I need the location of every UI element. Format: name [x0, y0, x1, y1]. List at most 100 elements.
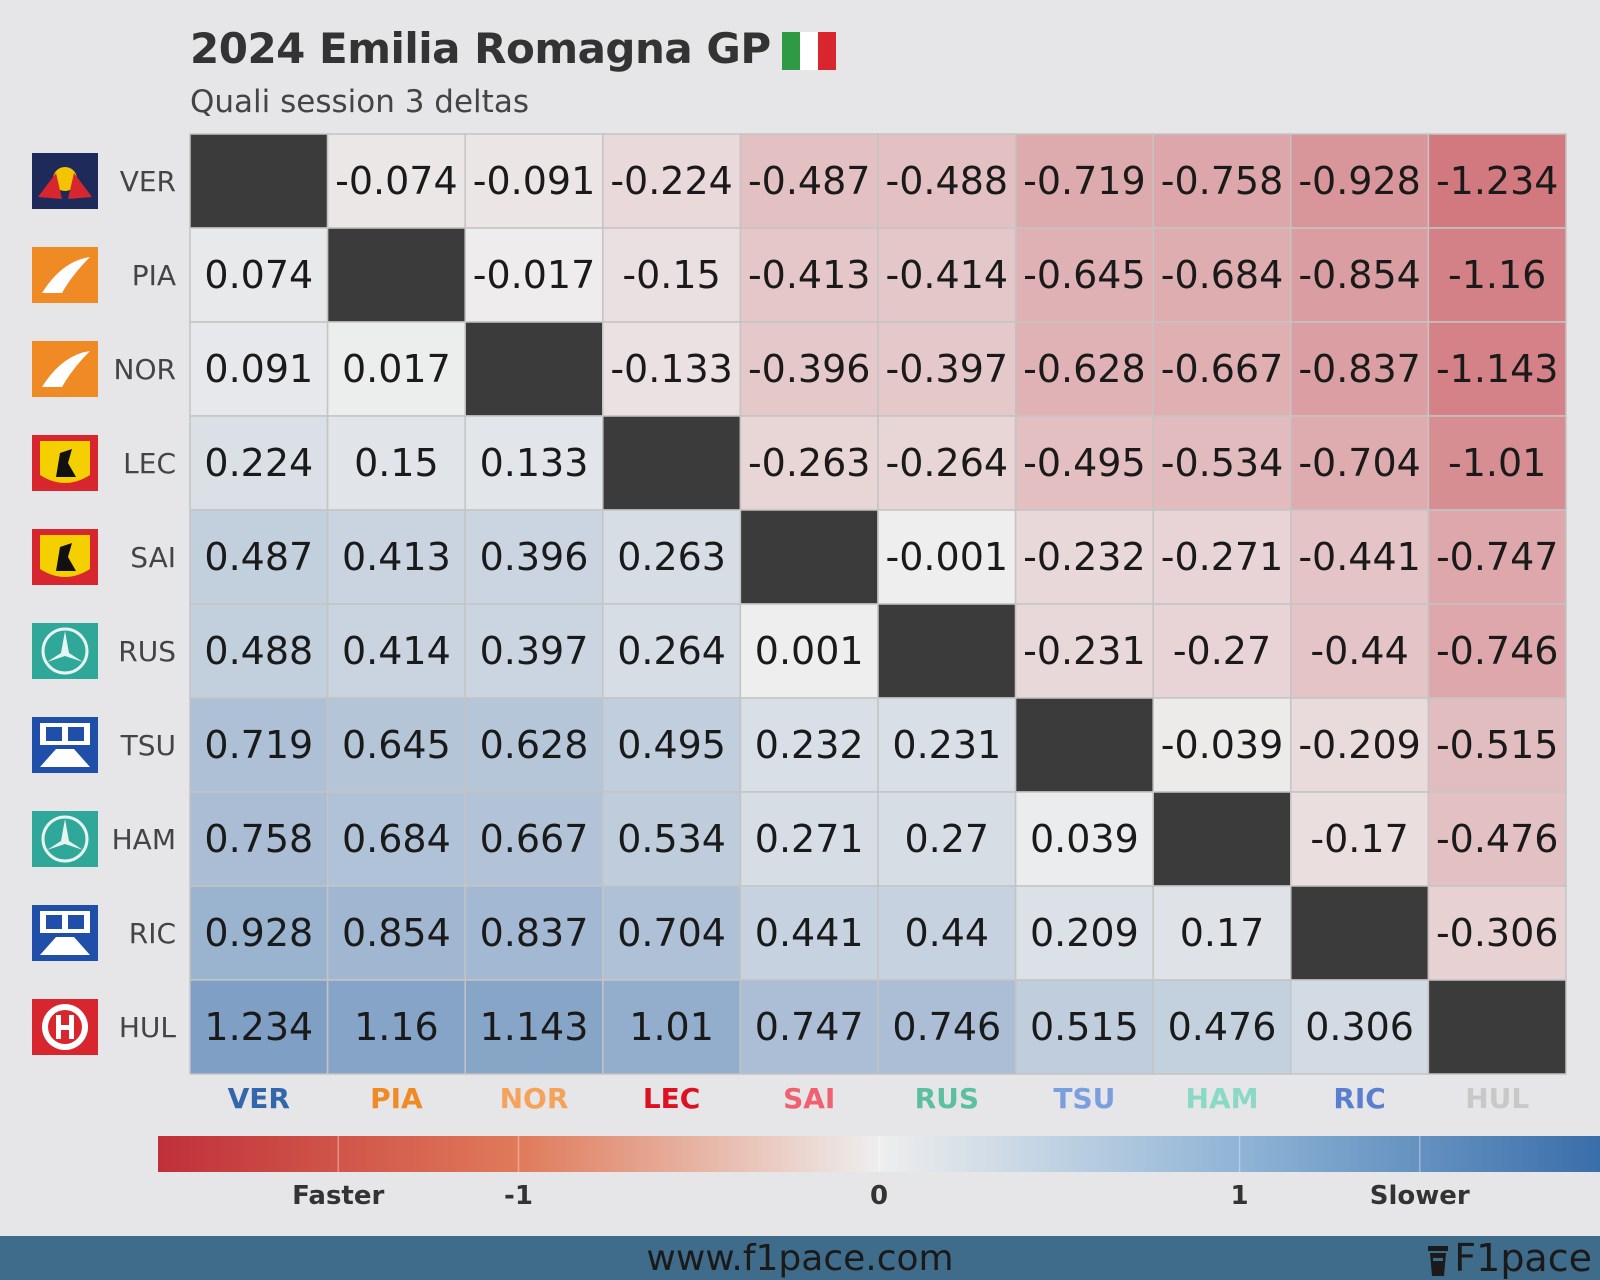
heatmap-cell-ric-rus	[877, 885, 1017, 981]
heatmap-cell-ric-lec	[602, 885, 742, 981]
heatmap-cell-hul-nor	[464, 979, 604, 1075]
heatmap-cell-sai-nor	[464, 509, 604, 605]
mclaren-swoosh	[42, 351, 90, 387]
cell-value-label: -0.017	[473, 253, 596, 297]
cell-value-label: 0.231	[892, 723, 1001, 767]
cell-value-label: 0.306	[1305, 1005, 1414, 1049]
heatmap-cell-lec-sai	[739, 415, 879, 511]
cell-value-label: 0.001	[755, 629, 864, 673]
cell-value-label: -0.224	[610, 159, 733, 203]
cell-value-label: -0.928	[1298, 159, 1421, 203]
cell-value-label: 0.27	[904, 817, 989, 861]
chart-subtitle: Quali session 3 deltas	[190, 84, 529, 120]
ferrari-horse	[56, 543, 76, 571]
heatmap-cell-pia-ham	[1152, 227, 1292, 323]
cell-value-label: -0.488	[886, 159, 1009, 203]
heatmap-cell-tsu-hul	[1427, 697, 1567, 793]
heatmap-cell-pia-nor	[464, 227, 604, 323]
heatmap-cell-ver-rus	[877, 133, 1017, 229]
cell-value-label: 0.487	[204, 535, 313, 579]
cell-value-label: 0.684	[342, 817, 451, 861]
cell-value-label: -0.039	[1161, 723, 1284, 767]
cell-value-label: 0.515	[1030, 1005, 1139, 1049]
heatmap-cell-lec-hul	[1427, 415, 1567, 511]
row-label-ric: RIC	[129, 917, 176, 950]
column-label-hul: HUL	[1465, 1082, 1529, 1115]
cell-value-label: -0.074	[335, 159, 458, 203]
cell-value-label: -0.746	[1436, 629, 1559, 673]
footer-brand: F1pace	[1426, 1236, 1592, 1280]
cell-value-label: 0.397	[480, 629, 589, 673]
cell-value-label: 0.414	[342, 629, 451, 673]
italy-flag-icon	[782, 32, 836, 70]
cell-value-label: 1.16	[354, 1005, 439, 1049]
heatmap-cell-rus-nor	[464, 603, 604, 699]
cell-value-label: 0.645	[342, 723, 451, 767]
cell-value-label: 0.396	[480, 535, 589, 579]
cell-value-label: 0.091	[204, 347, 313, 391]
heatmap-cell-pia-tsu	[1014, 227, 1154, 323]
heatmap-cell-hul-rus	[877, 979, 1017, 1075]
ferrari-horse	[56, 449, 76, 477]
colorbar-tick-label: 1	[1230, 1181, 1248, 1211]
rb-bulls	[40, 749, 90, 767]
heatmap-cell-ric-ric	[1290, 885, 1430, 981]
heatmap-cell-nor-ver	[189, 321, 329, 417]
heatmap-cell-rus-rus	[877, 603, 1017, 699]
flag-stripe-red	[818, 32, 836, 70]
cell-value-label: 0.074	[204, 253, 313, 297]
redbull-bull-left	[38, 173, 62, 199]
cell-value-label: 0.209	[1030, 911, 1139, 955]
cell-value-label: -0.628	[1023, 347, 1146, 391]
cell-value-label: 0.488	[204, 629, 313, 673]
delta-heatmap: -0.074 -0.091 -0.224 -0.487 -0.488 -0.719 -0.7…	[32, 133, 1600, 1211]
cell-value-label: 0.224	[204, 441, 313, 485]
heatmap-cell-pia-hul	[1427, 227, 1567, 323]
heatmap-cell-pia-pia	[326, 227, 466, 323]
column-label-ham: HAM	[1186, 1082, 1259, 1115]
cell-value-label: -0.396	[748, 347, 871, 391]
cell-value-label: 0.746	[892, 1005, 1001, 1049]
cell-value-label: -0.684	[1161, 253, 1284, 297]
heatmap-cell-tsu-tsu	[1014, 697, 1154, 793]
cup-icon	[1428, 1245, 1449, 1276]
row-label-nor: NOR	[114, 353, 176, 386]
heatmap-cell-sai-ver	[189, 509, 329, 605]
heatmap-cell-lec-ric	[1290, 415, 1430, 511]
cell-value-label: -0.133	[610, 347, 733, 391]
column-label-nor: NOR	[500, 1082, 569, 1115]
cell-value-label: 0.628	[480, 723, 589, 767]
row-label-ham: HAM	[112, 823, 176, 856]
rb-logo-icon	[32, 717, 98, 773]
heatmap-cell-ham-ric	[1290, 791, 1430, 887]
colorbar-tick-label: 0	[870, 1181, 888, 1211]
rb-letter-r	[46, 727, 62, 741]
heatmap-cell-rus-pia	[326, 603, 466, 699]
heatmap-cell-nor-sai	[739, 321, 879, 417]
heatmap-cell-ric-ham	[1152, 885, 1292, 981]
footer-brand-label: F1pace	[1454, 1236, 1592, 1280]
row-label-hul: HUL	[119, 1011, 177, 1044]
haas-h	[56, 1015, 74, 1039]
mercedes-logo-icon	[32, 811, 98, 867]
cell-value-label: -0.837	[1298, 347, 1421, 391]
heatmap-cell-ham-ham	[1152, 791, 1292, 887]
heatmap-cell-tsu-nor	[464, 697, 604, 793]
cell-value-label: 1.143	[480, 1005, 589, 1049]
footer-url[interactable]: www.f1pace.com	[646, 1238, 954, 1279]
cell-value-label: 0.133	[480, 441, 589, 485]
footer-bar: www.f1pace.com F1pace	[0, 1236, 1600, 1280]
heatmap-cell-nor-pia	[326, 321, 466, 417]
cell-value-label: -0.414	[886, 253, 1009, 297]
column-label-pia: PIA	[370, 1082, 423, 1115]
heatmap-cell-nor-tsu	[1014, 321, 1154, 417]
heatmap-cell-ver-hul	[1427, 133, 1567, 229]
cell-value-label: -0.495	[1023, 441, 1146, 485]
mclaren-swoosh	[42, 257, 90, 293]
cell-value-label: 1.234	[204, 1005, 313, 1049]
redbull-bull-right	[68, 173, 92, 199]
row-label-rus: RUS	[118, 635, 176, 668]
column-label-tsu: TSU	[1053, 1082, 1115, 1115]
cell-value-label: -1.01	[1448, 441, 1546, 485]
cell-value-label: 0.476	[1168, 1005, 1277, 1049]
